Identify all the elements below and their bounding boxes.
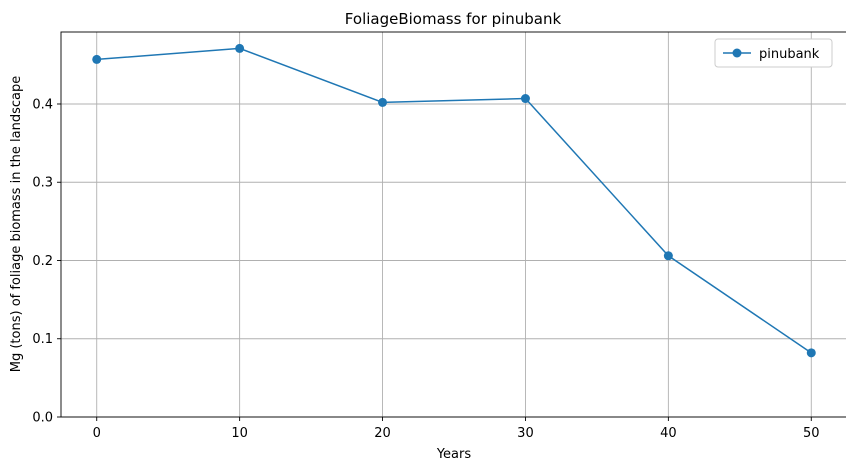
- data-point: [378, 97, 388, 107]
- x-axis-label: Years: [436, 447, 472, 462]
- data-point: [235, 43, 245, 53]
- x-tick-label: 40: [660, 426, 677, 441]
- data-point: [663, 251, 673, 261]
- y-tick-label: 0.0: [32, 411, 53, 426]
- data-point: [92, 54, 102, 64]
- y-tick-label: 0.1: [32, 332, 53, 347]
- y-tick-label: 0.2: [32, 254, 53, 269]
- x-tick-label: 50: [803, 426, 820, 441]
- y-axis-label: Mg (tons) of foliage biomass in the land…: [9, 76, 24, 373]
- data-point: [806, 348, 816, 358]
- x-tick-label: 20: [374, 426, 391, 441]
- x-tick-label: 10: [231, 426, 248, 441]
- data-point: [520, 94, 530, 104]
- legend-box: [714, 38, 833, 68]
- chart-title: FoliageBiomass for pinubank: [345, 10, 562, 28]
- axes-ticks: 0 10 20 30 40 50 0.0 0.1 0.2 0.3 0.4: [32, 97, 819, 441]
- y-tick-label: 0.3: [32, 176, 53, 191]
- y-tick-label: 0.4: [32, 97, 53, 112]
- x-tick-label: 0: [93, 426, 101, 441]
- legend-marker-pinubank: [732, 48, 742, 58]
- series-line-pinubank: [96, 47, 812, 354]
- plot-area: [92, 43, 816, 358]
- plot-frame: [60, 31, 846, 418]
- legend-label-pinubank: pinubank: [759, 47, 820, 62]
- x-tick-label: 30: [517, 426, 534, 441]
- legend: pinubank: [714, 38, 833, 68]
- grid: [61, 32, 846, 418]
